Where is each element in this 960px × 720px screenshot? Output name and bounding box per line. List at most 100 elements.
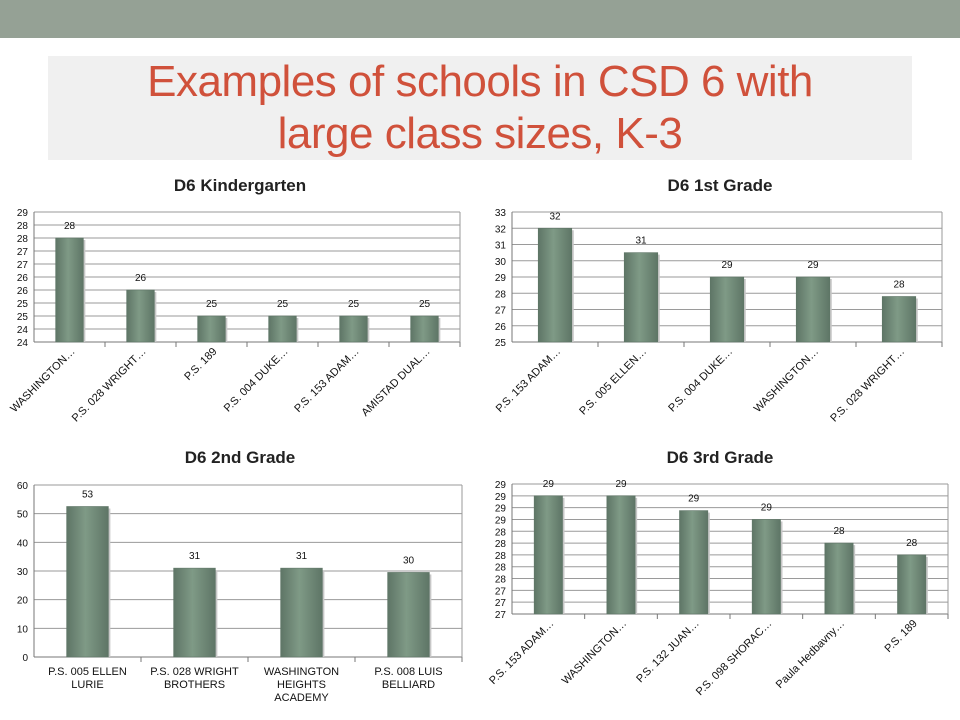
chart-title: D6 1st Grade xyxy=(667,176,773,195)
y-tick-label: 28 xyxy=(17,221,29,232)
data-label: 29 xyxy=(761,502,773,513)
chart-title: D6 2nd Grade xyxy=(184,448,296,467)
data-label: 25 xyxy=(277,299,289,310)
y-tick-label: 30 xyxy=(495,257,507,268)
data-label: 29 xyxy=(543,479,555,490)
data-label: 31 xyxy=(189,551,201,562)
bar xyxy=(679,510,709,615)
data-label: 28 xyxy=(893,280,905,291)
y-tick-label: 29 xyxy=(495,492,507,503)
y-tick-label: 29 xyxy=(495,504,507,515)
data-label: 28 xyxy=(833,526,845,537)
category-label: P.S. 004 DUKE… xyxy=(666,346,735,415)
bar xyxy=(410,315,439,343)
category-label: P.S. 008 LUIS BELLIARD xyxy=(374,666,443,691)
y-tick-label: 25 xyxy=(17,312,29,323)
category-label: WASHINGTON HEIGHTS ACADEMY xyxy=(263,666,340,704)
bar xyxy=(268,315,297,343)
y-tick-label: 0 xyxy=(22,653,28,664)
chart-3rd-grade: D6 3rd Grade 27 27 27 28 28 28 28 28 29 29 29 29 29 P… xyxy=(480,444,960,720)
bar xyxy=(173,567,216,658)
y-tick-label: 26 xyxy=(17,286,29,297)
y-tick-label: 28 xyxy=(495,563,507,574)
y-tick-label: 60 xyxy=(17,481,29,492)
data-label: 32 xyxy=(549,211,561,222)
data-label: 28 xyxy=(64,221,76,232)
top-band xyxy=(0,0,960,38)
y-tick-label: 29 xyxy=(17,208,29,219)
y-tick-label: 24 xyxy=(17,338,29,349)
category-label: P.S. 005 ELLEN… xyxy=(577,346,649,418)
y-tick-label: 29 xyxy=(495,273,507,284)
y-tick-label: 27 xyxy=(495,306,507,317)
bar xyxy=(709,276,745,343)
y-tick-label: 27 xyxy=(17,247,29,258)
bar xyxy=(55,237,84,343)
category-label: P.S. 028 WRIGHT BROTHERS xyxy=(150,666,239,691)
category-label: P.S. 004 DUKE… xyxy=(222,346,291,415)
y-tick-label: 29 xyxy=(495,480,507,491)
data-label: 25 xyxy=(206,299,218,310)
y-tick-label: 28 xyxy=(17,234,29,245)
y-tick-label: 28 xyxy=(495,551,507,562)
bar xyxy=(387,572,430,658)
chart-title: D6 3rd Grade xyxy=(666,448,774,467)
chart-title: D6 Kindergarten xyxy=(173,176,307,195)
y-tick-label: 31 xyxy=(495,241,507,252)
y-tick-label: 27 xyxy=(17,260,29,271)
data-label: 31 xyxy=(296,551,308,562)
y-tick-label: 28 xyxy=(495,539,507,550)
data-label: 29 xyxy=(615,479,627,490)
data-label: 29 xyxy=(688,494,700,505)
chart-kindergarten-svg: 24 24 25 25 26 26 27 27 28 28 29 28 WASHINGTON… 26 P.S… xyxy=(8,208,461,425)
category-label: P.S. 189 xyxy=(182,346,219,383)
bar xyxy=(126,289,155,343)
bar xyxy=(197,315,226,343)
category-label: P.S. 153 ADAM… xyxy=(494,346,563,415)
category-label: P.S. 098 SHORAC… xyxy=(694,618,775,699)
bar xyxy=(881,296,917,343)
y-tick-label: 28 xyxy=(495,289,507,300)
category-label: P.S. 132 JUAN… xyxy=(634,618,702,686)
category-label: WASHINGTON… xyxy=(560,618,629,687)
category-label: Paula Hedbavny… xyxy=(774,618,847,691)
y-tick-label: 20 xyxy=(17,596,29,607)
bar xyxy=(795,276,831,343)
category-label: WASHINGTON… xyxy=(8,346,77,415)
bar xyxy=(339,315,368,343)
category-label: P.S. 189 xyxy=(882,618,919,655)
y-tick-label: 28 xyxy=(495,575,507,586)
y-tick-label: 27 xyxy=(495,586,507,597)
bar xyxy=(606,495,636,615)
y-tick-label: 28 xyxy=(495,527,507,538)
y-tick-label: 33 xyxy=(495,208,507,219)
category-label: P.S. 005 ELLEN LURIE xyxy=(48,666,127,691)
y-tick-label: 25 xyxy=(495,338,507,349)
category-label: P.S. 153 ADAM… xyxy=(487,618,556,687)
y-tick-label: 27 xyxy=(495,598,507,609)
data-label: 29 xyxy=(807,260,819,271)
bar xyxy=(280,567,323,658)
data-label: 31 xyxy=(635,236,647,247)
category-label: P.S. 028 WRIGHT… xyxy=(828,346,907,425)
data-label: 29 xyxy=(721,260,733,271)
title-box: Examples of schools in CSD 6 with large … xyxy=(48,56,912,160)
data-label: 25 xyxy=(419,299,431,310)
data-label: 53 xyxy=(82,490,94,501)
chart-2nd-grade-svg: 0 10 20 30 40 50 60 53 31 31 30 xyxy=(17,481,463,664)
bar xyxy=(897,554,927,615)
y-tick-label: 32 xyxy=(495,224,507,235)
category-label: P.S. 153 ADAM… xyxy=(292,346,361,415)
chart-2nd-grade: D6 2nd Grade 0 10 20 30 40 50 60 53 31 31 30 P.S. … xyxy=(0,444,480,720)
y-tick-label: 24 xyxy=(17,325,29,336)
bar xyxy=(533,495,563,615)
category-label: WASHINGTON… xyxy=(752,346,821,415)
y-tick-label: 26 xyxy=(495,322,507,333)
data-label: 28 xyxy=(906,538,918,549)
bar xyxy=(66,506,109,658)
y-tick-label: 27 xyxy=(495,610,507,621)
bar xyxy=(824,542,854,615)
category-label: P.S. 028 WRIGHT… xyxy=(70,346,149,425)
bar xyxy=(623,252,659,343)
